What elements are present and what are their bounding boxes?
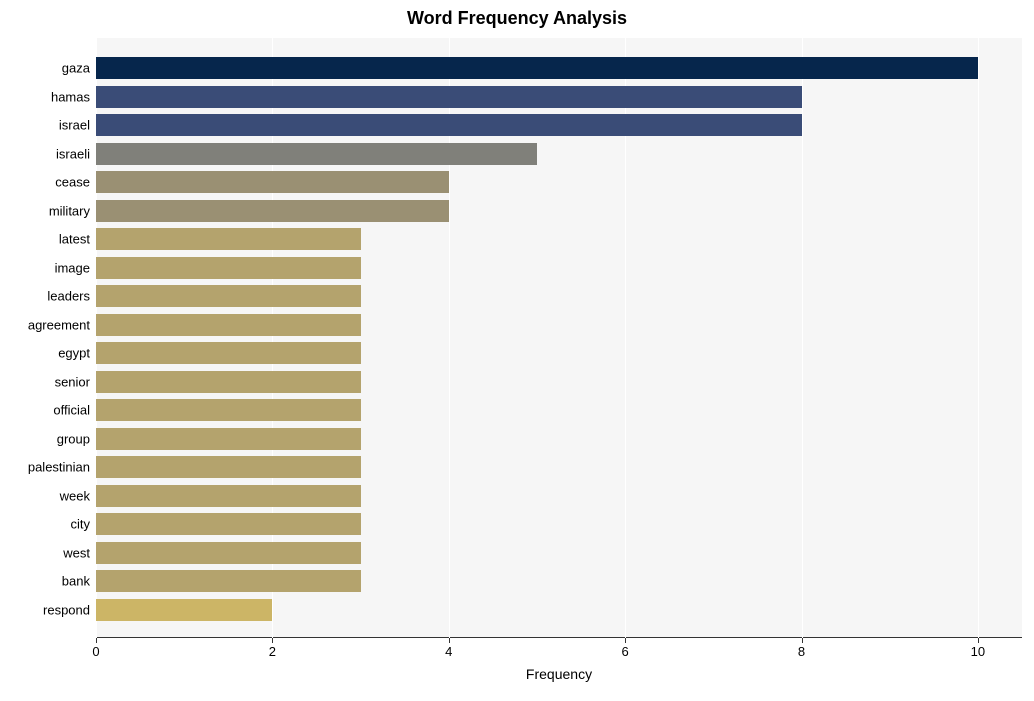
- grid-line: [978, 38, 979, 638]
- bar: [96, 114, 802, 136]
- bar: [96, 570, 361, 592]
- x-tick-mark: [272, 638, 273, 643]
- bar: [96, 143, 537, 165]
- x-tick-label: 2: [269, 644, 276, 659]
- y-tick-label: israeli: [56, 146, 90, 161]
- bar: [96, 456, 361, 478]
- bar: [96, 542, 361, 564]
- y-tick-label: agreement: [28, 317, 90, 332]
- bar: [96, 228, 361, 250]
- bar: [96, 599, 272, 621]
- y-tick-label: official: [53, 403, 90, 418]
- x-tick-label: 8: [798, 644, 805, 659]
- bar: [96, 285, 361, 307]
- y-tick-label: west: [63, 545, 90, 560]
- y-tick-label: egypt: [58, 346, 90, 361]
- x-tick-mark: [625, 638, 626, 643]
- bar: [96, 314, 361, 336]
- y-tick-label: military: [49, 203, 90, 218]
- x-axis-label: Frequency: [526, 666, 592, 682]
- bar: [96, 171, 449, 193]
- bar: [96, 257, 361, 279]
- x-tick-mark: [449, 638, 450, 643]
- y-tick-label: palestinian: [28, 460, 90, 475]
- x-tick-mark: [802, 638, 803, 643]
- y-tick-label: group: [57, 431, 90, 446]
- y-tick-label: senior: [55, 374, 90, 389]
- bar: [96, 485, 361, 507]
- y-tick-label: image: [55, 260, 90, 275]
- y-tick-label: leaders: [47, 289, 90, 304]
- y-tick-label: respond: [43, 602, 90, 617]
- bar: [96, 342, 361, 364]
- word-frequency-chart: Word Frequency Analysis Frequency 024681…: [0, 0, 1034, 701]
- bar: [96, 371, 361, 393]
- grid-line: [802, 38, 803, 638]
- x-tick-label: 6: [622, 644, 629, 659]
- y-tick-label: bank: [62, 574, 90, 589]
- plot-area: Frequency 0246810gazahamasisraelisraelic…: [96, 38, 1022, 638]
- x-axis-line: [96, 637, 1022, 638]
- x-tick-label: 4: [445, 644, 452, 659]
- bar: [96, 57, 978, 79]
- y-tick-label: cease: [55, 175, 90, 190]
- y-tick-label: city: [71, 517, 91, 532]
- x-tick-label: 0: [92, 644, 99, 659]
- x-tick-mark: [978, 638, 979, 643]
- bar: [96, 200, 449, 222]
- bar: [96, 86, 802, 108]
- bar: [96, 399, 361, 421]
- y-tick-label: israel: [59, 118, 90, 133]
- y-tick-label: hamas: [51, 89, 90, 104]
- bar: [96, 513, 361, 535]
- x-tick-label: 10: [971, 644, 985, 659]
- bar: [96, 428, 361, 450]
- x-tick-mark: [96, 638, 97, 643]
- chart-title: Word Frequency Analysis: [0, 8, 1034, 29]
- y-tick-label: gaza: [62, 61, 90, 76]
- y-tick-label: latest: [59, 232, 90, 247]
- y-tick-label: week: [60, 488, 90, 503]
